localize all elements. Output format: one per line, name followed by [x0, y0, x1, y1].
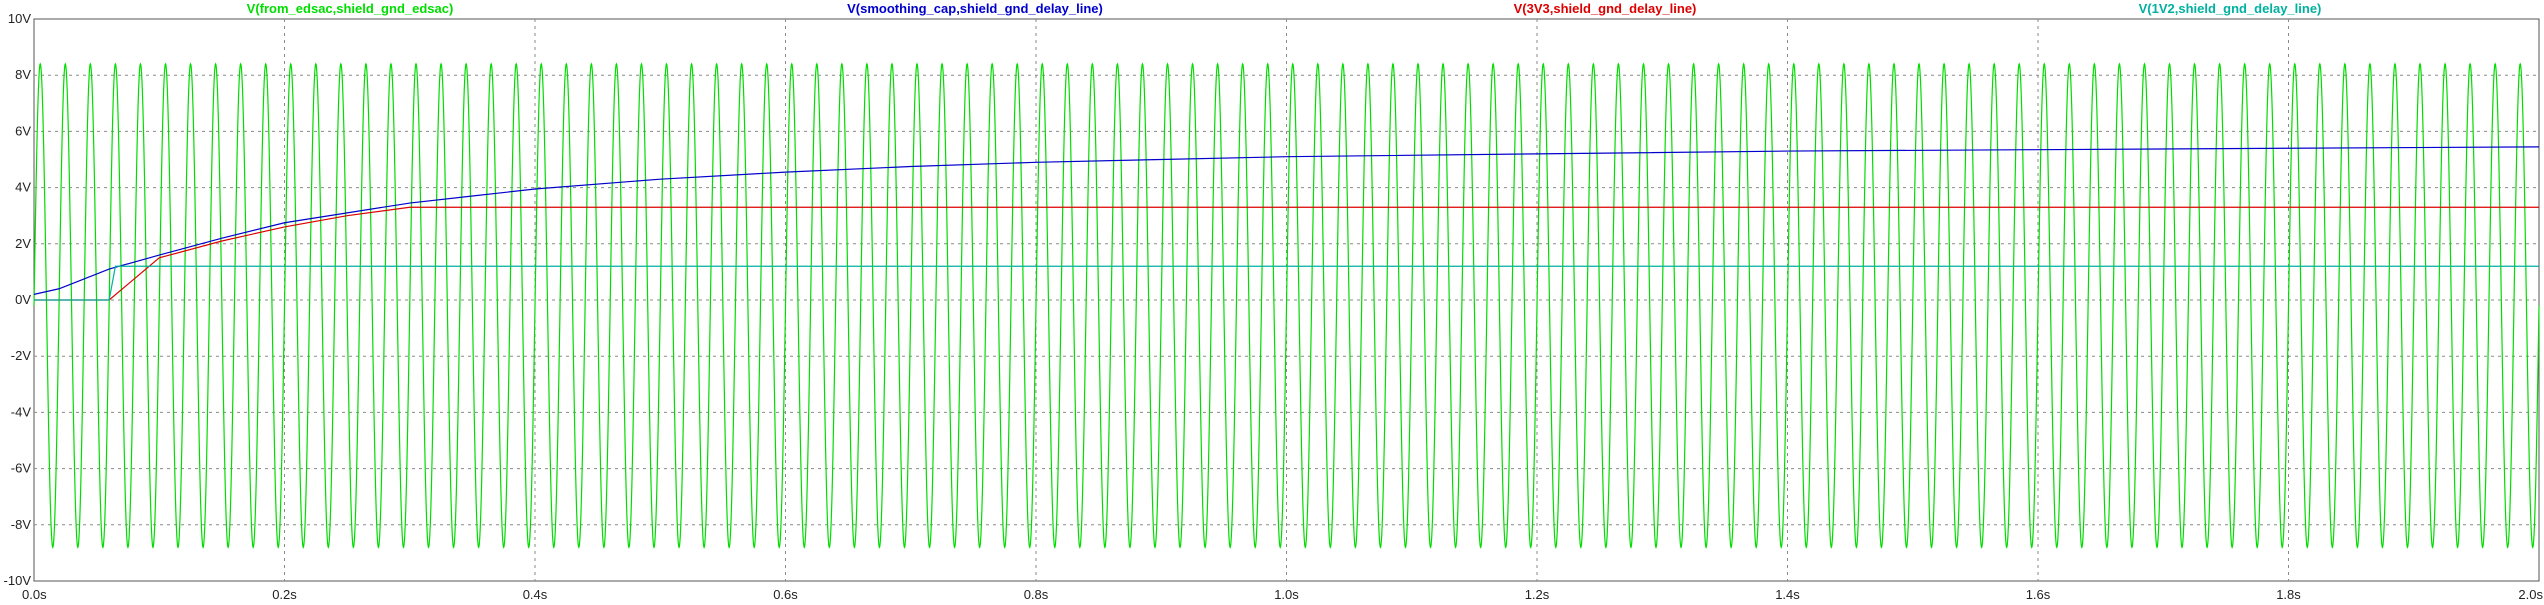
- x-tick-label: 2.0s: [2518, 587, 2543, 602]
- y-tick-label: 0V: [15, 292, 31, 307]
- x-tick-label: 0.0s: [22, 587, 47, 602]
- x-tick-label: 0.2s: [272, 587, 297, 602]
- x-tick-label: 1.8s: [2276, 587, 2301, 602]
- legend-entry: V(from_edsac,shield_gnd_edsac): [247, 1, 454, 16]
- y-tick-label: 8V: [15, 67, 31, 82]
- y-tick-label: 4V: [15, 180, 31, 195]
- legend-entry: V(1V2,shield_gnd_delay_line): [2139, 1, 2322, 16]
- y-tick-labels: 10V 8V 6V 4V 2V 0V -2V -4V -6V -8V -10V: [4, 11, 32, 588]
- x-tick-label: 1.2s: [1525, 587, 1550, 602]
- legend-entry: V(3V3,shield_gnd_delay_line): [1514, 1, 1697, 16]
- legend: V(from_edsac,shield_gnd_edsac) V(smoothin…: [247, 1, 2322, 16]
- x-tick-label: 1.6s: [2026, 587, 2051, 602]
- y-tick-label: -2V: [11, 348, 32, 363]
- x-tick-label: 0.8s: [1024, 587, 1049, 602]
- x-tick-label: 0.4s: [523, 587, 548, 602]
- series-line-3: [34, 265, 2539, 301]
- x-tick-label: 0.6s: [773, 587, 798, 602]
- y-tick-label: 2V: [15, 236, 31, 251]
- y-tick-label: -10V: [4, 573, 32, 588]
- series-line-0: [33, 62, 2540, 549]
- y-tick-label: -8V: [11, 517, 32, 532]
- y-tick-label: -4V: [11, 404, 32, 419]
- y-tick-label: 6V: [15, 123, 31, 138]
- series-layer: [33, 62, 2540, 549]
- y-tick-label: 10V: [8, 11, 31, 26]
- series-line-1: [33, 146, 2540, 295]
- y-tick-label: -6V: [11, 461, 32, 476]
- legend-entry: V(smoothing_cap,shield_gnd_delay_line): [847, 1, 1103, 16]
- series-line-2: [34, 206, 2539, 301]
- x-tick-label: 1.0s: [1274, 587, 1299, 602]
- x-tick-label: 1.4s: [1775, 587, 1800, 602]
- x-tick-labels: 0.0s 0.2s 0.4s 0.6s 0.8s 1.0s 1.2s 1.4s 1.6s 1.8s…: [22, 587, 2543, 602]
